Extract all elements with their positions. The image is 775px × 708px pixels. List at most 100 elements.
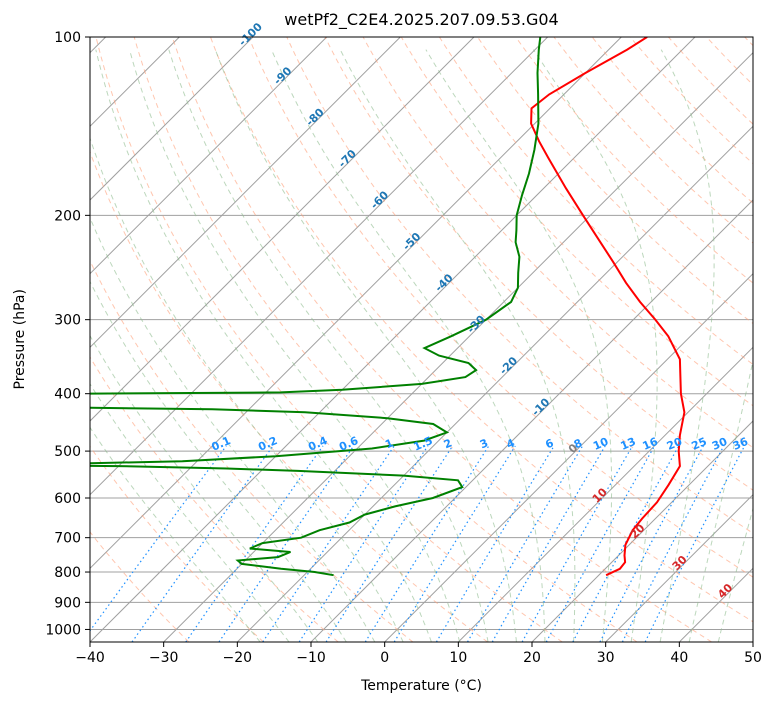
y-tick-label: 1000 bbox=[45, 622, 81, 638]
y-tick-label: 900 bbox=[54, 595, 81, 611]
sounding-lines bbox=[90, 37, 686, 577]
temperature-trace bbox=[530, 37, 686, 577]
mixing-ratio-line bbox=[491, 445, 606, 642]
mixing-ratio-line bbox=[644, 445, 746, 642]
plot-frame bbox=[89, 36, 754, 643]
mixing-ratio-line bbox=[572, 445, 680, 642]
x-axis-label: Temperature (°C) bbox=[361, 678, 482, 694]
mixing-ratio-line bbox=[466, 445, 584, 642]
moist-adiabat-line bbox=[688, 358, 753, 642]
dry-adiabat-line bbox=[324, 37, 753, 491]
moist-adiabat-line bbox=[214, 49, 517, 642]
x-tick-label: 40 bbox=[670, 650, 688, 666]
mixing-ratio-label: 36 bbox=[731, 435, 751, 453]
mixing-ratio-line bbox=[435, 445, 555, 642]
moist-adiabat-line bbox=[425, 49, 613, 642]
dry-adiabat-line bbox=[477, 37, 753, 325]
mixing-ratio-line bbox=[393, 445, 516, 642]
dry-adiabat-label: 20 bbox=[628, 521, 648, 541]
dry-adiabat-line bbox=[362, 37, 753, 449]
mixing-ratio-label: 10 bbox=[591, 435, 611, 453]
dry-adiabat-line bbox=[668, 37, 753, 125]
dry-adiabat-line bbox=[438, 37, 753, 365]
mixing-ratio-line bbox=[218, 445, 355, 642]
mixing-ratio-line bbox=[185, 445, 324, 642]
y-axis-label: Pressure (hPa) bbox=[12, 289, 28, 390]
dry-adiabat-line bbox=[706, 37, 753, 86]
moist-adiabat-line bbox=[532, 49, 658, 642]
moist-adiabat-line bbox=[90, 334, 319, 642]
isotherm-line bbox=[90, 37, 696, 642]
dry-adiabat-label: 40 bbox=[715, 581, 735, 601]
mixing-ratio-line bbox=[364, 445, 490, 642]
mixing-ratio-line bbox=[262, 445, 395, 642]
isotherm-line bbox=[90, 37, 401, 349]
dry-adiabat-line bbox=[286, 37, 753, 534]
x-tick-label: 0 bbox=[380, 650, 389, 666]
y-tick-label: 500 bbox=[54, 444, 81, 460]
dry-adiabat-line bbox=[90, 531, 190, 642]
moist-adiabat-line bbox=[90, 136, 404, 642]
mixing-ratio-line bbox=[131, 445, 274, 642]
isotherm-label: -30 bbox=[465, 313, 489, 336]
isotherm-label: -40 bbox=[432, 271, 456, 294]
mixing-ratio-label: 1 bbox=[383, 436, 395, 451]
dry-adiabat-line bbox=[248, 37, 753, 578]
moist-adiabat-line bbox=[129, 49, 461, 642]
mixing-ratio-label: 20 bbox=[665, 435, 685, 453]
y-tick-label: 700 bbox=[54, 531, 81, 547]
moist-adiabat-line bbox=[90, 280, 347, 642]
isotherm-label: -10 bbox=[529, 395, 553, 418]
mixing-ratio-line bbox=[298, 445, 429, 642]
y-tick-label: 800 bbox=[54, 565, 81, 581]
axes: −40 −30 −20 −10 0 10 20 30 40 50 100 200 300 400 500 60… bbox=[45, 30, 762, 666]
dry-adiabat-label: 10 bbox=[590, 485, 610, 505]
moist-adiabat-line bbox=[717, 506, 753, 642]
isotherm-line bbox=[90, 37, 622, 570]
moist-adiabat-line bbox=[95, 49, 432, 642]
x-tick-label: 20 bbox=[523, 650, 541, 666]
isotherm-label: -20 bbox=[497, 354, 521, 377]
isotherm-line bbox=[457, 346, 753, 642]
x-tick-label: 10 bbox=[449, 650, 467, 666]
x-tick-label: −20 bbox=[223, 650, 253, 666]
isotherm-line bbox=[384, 272, 753, 642]
mixing-ratio-line bbox=[325, 445, 454, 642]
dry-adiabat-line bbox=[591, 37, 753, 204]
mixing-ratio-label: 13 bbox=[619, 435, 638, 453]
mixing-ratio-line bbox=[599, 445, 704, 642]
dry-adiabat-line bbox=[210, 37, 753, 623]
isotherm-line bbox=[90, 37, 549, 496]
background-grid bbox=[90, 37, 753, 642]
mixing-ratio-label: 3 bbox=[478, 436, 490, 451]
isotherm-line bbox=[678, 567, 753, 642]
chart-title: wetPf2_C2E4.2025.207.09.53.G04 bbox=[284, 10, 559, 29]
dry-adiabat-line bbox=[90, 356, 339, 642]
isotherm-line bbox=[531, 420, 753, 642]
x-tick-label: 30 bbox=[597, 650, 615, 666]
isotherm-line bbox=[90, 37, 328, 275]
isotherm-line bbox=[752, 641, 753, 642]
dry-adiabat-line bbox=[515, 37, 753, 284]
x-tick-label: −30 bbox=[149, 650, 179, 666]
isotherm-label: -90 bbox=[271, 64, 295, 87]
dry-adiabat-line bbox=[400, 37, 753, 407]
isotherm-line bbox=[90, 37, 254, 201]
moist-adiabat-line bbox=[168, 49, 489, 642]
isotherm-label: -70 bbox=[336, 147, 360, 170]
dry-adiabat-line bbox=[744, 37, 753, 47]
isotherm-line bbox=[236, 125, 753, 642]
mixing-ratio-label: 6 bbox=[543, 436, 555, 451]
line-labels: 0.1 0.2 0.4 0.6 1 1.5 2 3 4 6 8 10 13 16 20 25 30 36-100-… bbox=[210, 20, 751, 601]
mixing-ratio-label: 30 bbox=[710, 435, 730, 453]
dewpoint-trace bbox=[90, 37, 542, 577]
dry-adiabat-line bbox=[133, 37, 638, 642]
x-tick-label: −40 bbox=[75, 650, 105, 666]
mixing-ratio-label: 16 bbox=[641, 435, 661, 453]
y-tick-label: 100 bbox=[54, 30, 81, 46]
y-tick-label: 200 bbox=[54, 208, 81, 224]
moist-adiabat-line bbox=[90, 426, 261, 642]
dry-adiabat-line bbox=[95, 37, 563, 642]
moist-adiabat-line bbox=[339, 49, 576, 642]
